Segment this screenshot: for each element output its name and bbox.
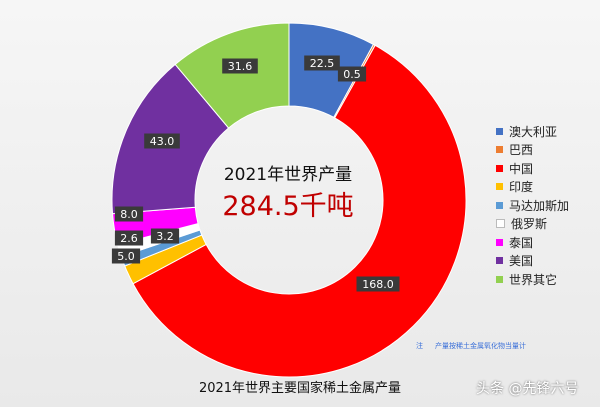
- watermark: 头条 @先锋六号: [476, 381, 579, 397]
- legend-label: 世界其它: [509, 272, 558, 287]
- legend-label: 澳大利亚: [509, 124, 558, 139]
- legend-item-6: 泰国: [496, 233, 569, 252]
- data-label-7: 43.0: [150, 135, 175, 148]
- data-label-1: 0.5: [343, 68, 361, 81]
- data-label-4: 2.6: [120, 232, 138, 245]
- data-label-box-6: [114, 206, 144, 222]
- legend-item-2: 中国: [496, 159, 569, 178]
- legend-label: 中国: [509, 161, 534, 176]
- footnote-text: 产量按稀土金属氧化物当量计: [435, 342, 526, 350]
- legend-swatch: [496, 183, 503, 191]
- legend-label: 美国: [509, 254, 534, 269]
- chart-title: 2021年世界主要国家稀土金属产量: [198, 381, 402, 396]
- data-label-box-3: [111, 248, 141, 264]
- legend-swatch: [496, 127, 503, 135]
- legend-label: 印度: [509, 180, 534, 195]
- legend-item-5: 俄罗斯: [496, 215, 569, 234]
- legend-label: 俄罗斯: [511, 217, 548, 232]
- data-label-box-8: [222, 58, 258, 74]
- legend-item-8: 世界其它: [496, 270, 569, 289]
- center-title: 2021年世界产量: [223, 165, 353, 185]
- data-label-2: 168.0: [362, 278, 394, 291]
- legend-label: 泰国: [509, 235, 534, 250]
- data-label-box-7: [144, 133, 180, 149]
- legend-swatch: [496, 257, 503, 265]
- data-label-box-4: [114, 230, 144, 246]
- legend-item-3: 印度: [496, 178, 569, 197]
- legend-item-0: 澳大利亚: [496, 122, 569, 141]
- data-label-8: 31.6: [228, 60, 253, 73]
- data-label-5: 3.2: [156, 230, 174, 243]
- legend-label: 巴西: [509, 143, 534, 158]
- data-label-box-5: [150, 228, 180, 244]
- footnote-prefix: 注: [416, 342, 423, 350]
- slice-8: [174, 22, 290, 129]
- legend-swatch: [496, 164, 503, 172]
- legend-item-4: 马达加斯加: [496, 196, 569, 215]
- data-label-0: 22.5: [310, 57, 335, 70]
- legend-swatch: [496, 275, 503, 283]
- legend-item-1: 巴西: [496, 141, 569, 160]
- data-label-box-0: [304, 55, 340, 71]
- legend: 澳大利亚巴西中国印度马达加斯加俄罗斯泰国美国世界其它: [496, 122, 569, 289]
- center-total: 284.5千吨: [222, 191, 354, 222]
- data-label-box-1: [337, 66, 367, 82]
- legend-swatch: [496, 238, 503, 246]
- data-label-6: 8.0: [120, 208, 138, 221]
- footnote: 注 产量按稀土金属氧化物当量计: [416, 341, 526, 351]
- legend-label: 马达加斯加: [509, 198, 570, 213]
- slice-2: [132, 44, 467, 378]
- legend-item-7: 美国: [496, 252, 569, 271]
- data-label-box-2: [356, 276, 400, 292]
- legend-swatch: [496, 219, 505, 229]
- legend-swatch: [496, 146, 503, 154]
- data-label-3: 5.0: [117, 250, 135, 263]
- legend-swatch: [496, 201, 503, 209]
